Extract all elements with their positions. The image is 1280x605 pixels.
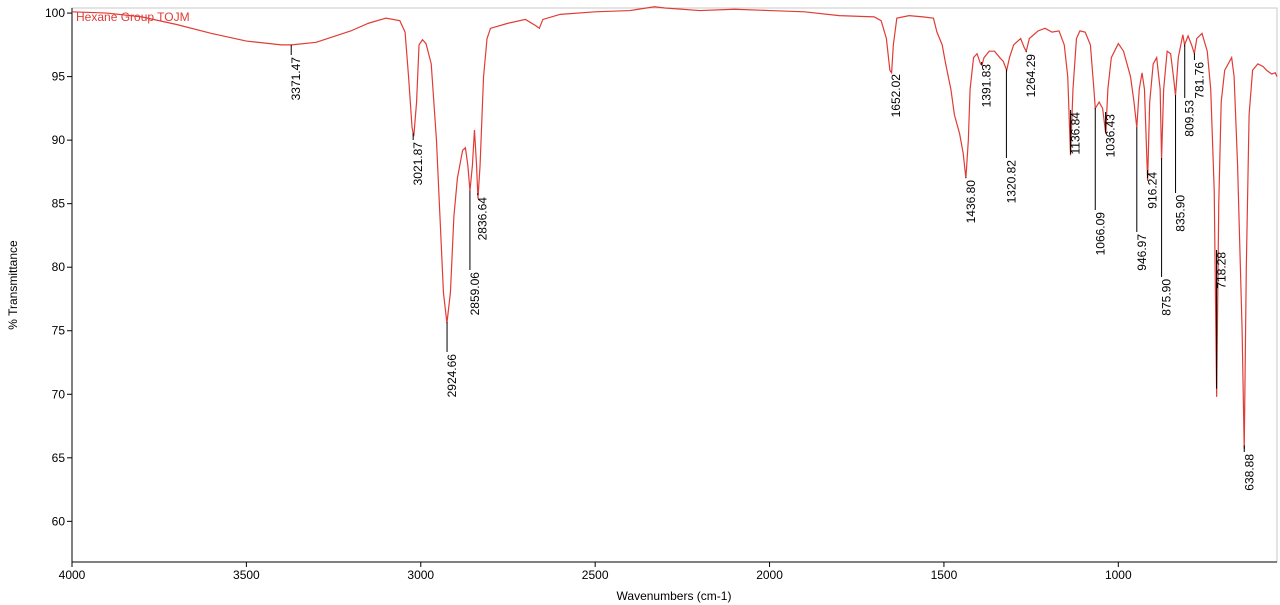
y-tick-label: 85 (52, 197, 66, 211)
peak-label: 1136.84 (1069, 112, 1083, 155)
peak-label: 3371.47 (289, 57, 303, 101)
peak-label: 2859.06 (468, 272, 482, 316)
y-tick-label: 60 (52, 514, 66, 528)
peak-label: 835.90 (1174, 195, 1188, 232)
x-tick-label: 2000 (756, 568, 783, 582)
x-tick-label: 4000 (59, 568, 86, 582)
y-tick-label: 90 (52, 133, 66, 147)
x-tick-label: 1000 (1105, 568, 1132, 582)
peak-label: 2836.64 (476, 197, 490, 241)
peak-label: 718.28 (1215, 252, 1229, 289)
spectrum-line (71, 6, 1278, 449)
peak-label: 638.88 (1242, 454, 1256, 491)
peak-label: 3021.87 (411, 142, 425, 186)
peak-label: 916.24 (1146, 172, 1160, 209)
peak-label: 1036.43 (1104, 114, 1118, 158)
x-axis-label: Wavenumbers (cm-1) (617, 589, 732, 603)
peak-label: 781.76 (1192, 62, 1206, 99)
x-tick-label: 1500 (931, 568, 958, 582)
peak-label: 875.90 (1160, 279, 1174, 316)
peak-label: 1320.82 (1004, 160, 1018, 204)
y-axis-label: % Transmittance (6, 240, 20, 330)
y-tick-label: 75 (52, 324, 66, 338)
x-tick-label: 2500 (582, 568, 609, 582)
peak-label: 946.97 (1135, 234, 1149, 271)
peak-label: 1652.02 (889, 74, 903, 118)
peak-label: 1066.09 (1093, 212, 1107, 256)
peak-label: 1264.29 (1024, 54, 1038, 98)
peak-label: 809.53 (1183, 100, 1197, 137)
y-tick-label: 100 (45, 6, 65, 20)
y-tick-label: 95 (52, 70, 66, 84)
peak-label: 2924.66 (445, 354, 459, 398)
x-tick-label: 3500 (233, 568, 260, 582)
plot-area (71, 7, 1278, 563)
y-tick-label: 65 (52, 451, 66, 465)
y-tick-label: 70 (52, 387, 66, 401)
peak-label: 1436.80 (964, 180, 978, 224)
x-tick-label: 3000 (407, 568, 434, 582)
peak-label: 1391.83 (980, 64, 994, 108)
y-tick-label: 80 (52, 260, 66, 274)
